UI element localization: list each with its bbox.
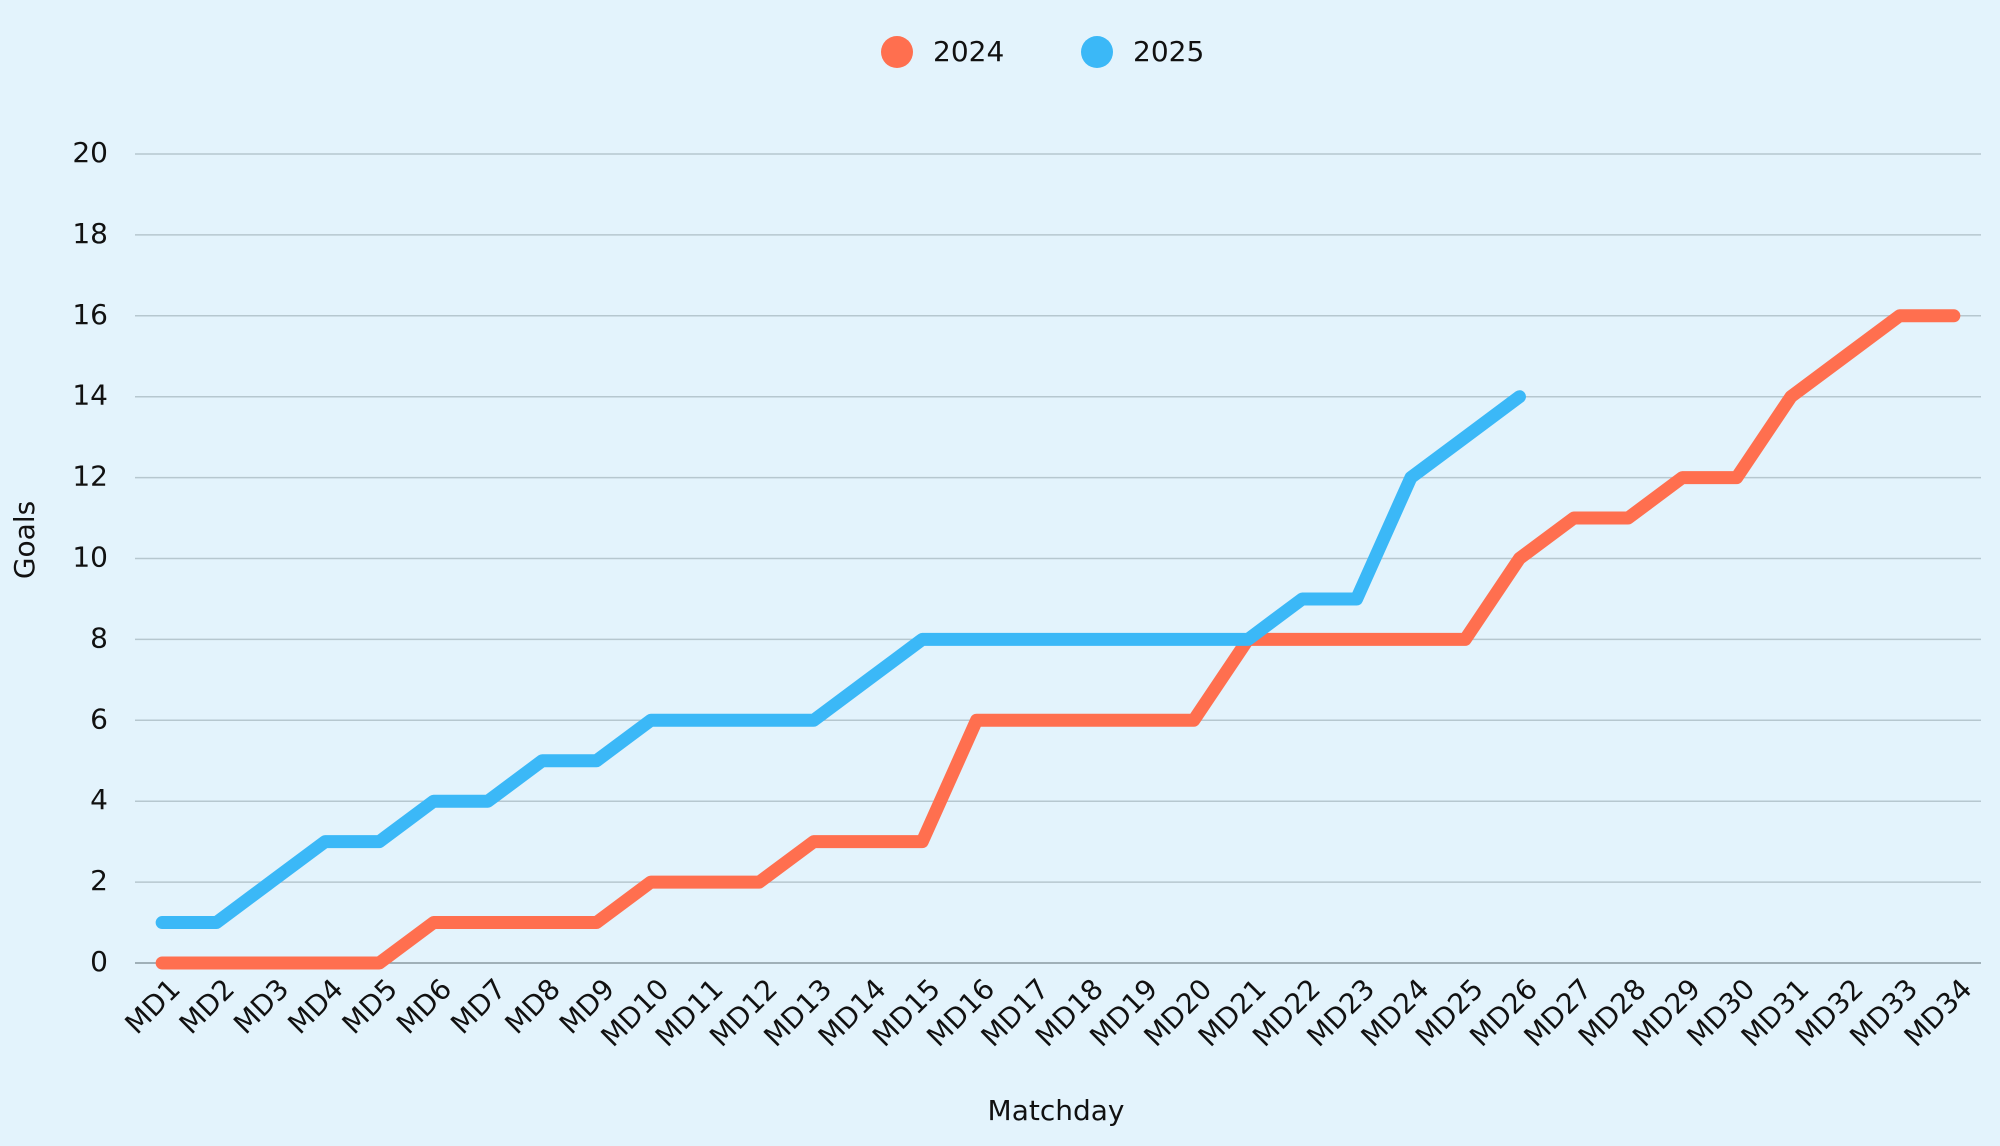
series-line — [155, 390, 1526, 930]
x-axis-title: Matchday — [988, 1094, 1125, 1127]
y-axis-title: Goals — [8, 501, 41, 579]
y-tick-label: 20 — [72, 136, 108, 169]
y-tick-label: 2 — [90, 864, 108, 897]
series-line — [155, 309, 1961, 970]
y-tick-label: 18 — [72, 217, 108, 250]
legend-label: 2024 — [933, 35, 1004, 68]
y-tick-label: 10 — [72, 541, 108, 574]
y-tick-label: 12 — [72, 460, 108, 493]
y-tick-label: 6 — [90, 702, 108, 735]
y-tick-label: 0 — [90, 945, 108, 978]
legend-marker — [1081, 36, 1113, 68]
y-tick-label: 8 — [90, 621, 108, 654]
y-tick-label: 4 — [90, 783, 108, 816]
y-tick-label: 16 — [72, 298, 108, 331]
legend-marker — [881, 36, 913, 68]
y-tick-label: 14 — [72, 379, 108, 412]
legend-label: 2025 — [1133, 35, 1204, 68]
